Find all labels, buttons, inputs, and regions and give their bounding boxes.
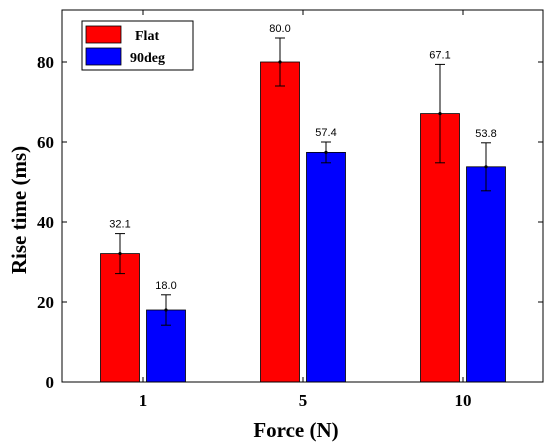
bar <box>306 151 346 383</box>
x-axis-title: Force (N) <box>253 418 338 442</box>
y-axis-title: Rise time (ms) <box>7 146 31 274</box>
mean-marker <box>164 308 168 312</box>
bar <box>260 61 300 383</box>
y-tick-label: 0 <box>46 373 55 392</box>
legend-label-flat: Flat <box>135 29 159 44</box>
data-label: 18.0 <box>155 280 176 292</box>
y-tick-label: 80 <box>37 53 54 72</box>
legend-swatch-90deg <box>85 47 122 66</box>
legend: Flat 90deg <box>81 20 194 71</box>
y-axis-ticks: 0 20 40 60 80 <box>37 53 543 392</box>
bars: 32.1 80.0 67.1 18.0 57.4 53.8 <box>100 23 506 383</box>
mean-marker <box>118 252 122 256</box>
mean-marker <box>324 150 328 154</box>
plot-frame <box>61 9 544 383</box>
x-tick-label: 1 <box>139 391 148 410</box>
mean-marker <box>278 60 282 64</box>
x-axis-ticks: 1 5 10 <box>139 10 472 410</box>
y-tick-label: 20 <box>37 293 54 312</box>
data-label: 53.8 <box>475 128 496 140</box>
mean-marker <box>484 165 488 169</box>
bar <box>100 253 140 383</box>
y-tick-label: 60 <box>37 133 54 152</box>
x-tick-label: 10 <box>455 391 472 410</box>
y-tick-label: 40 <box>37 213 54 232</box>
data-label: 57.4 <box>315 127 336 139</box>
data-label: 32.1 <box>109 219 130 231</box>
data-label: 80.0 <box>269 23 290 35</box>
legend-swatch-flat <box>85 25 122 44</box>
bar <box>466 166 506 383</box>
data-label: 67.1 <box>429 49 450 61</box>
mean-marker <box>438 112 442 116</box>
legend-label-90deg: 90deg <box>130 51 165 66</box>
x-tick-label: 5 <box>299 391 308 410</box>
